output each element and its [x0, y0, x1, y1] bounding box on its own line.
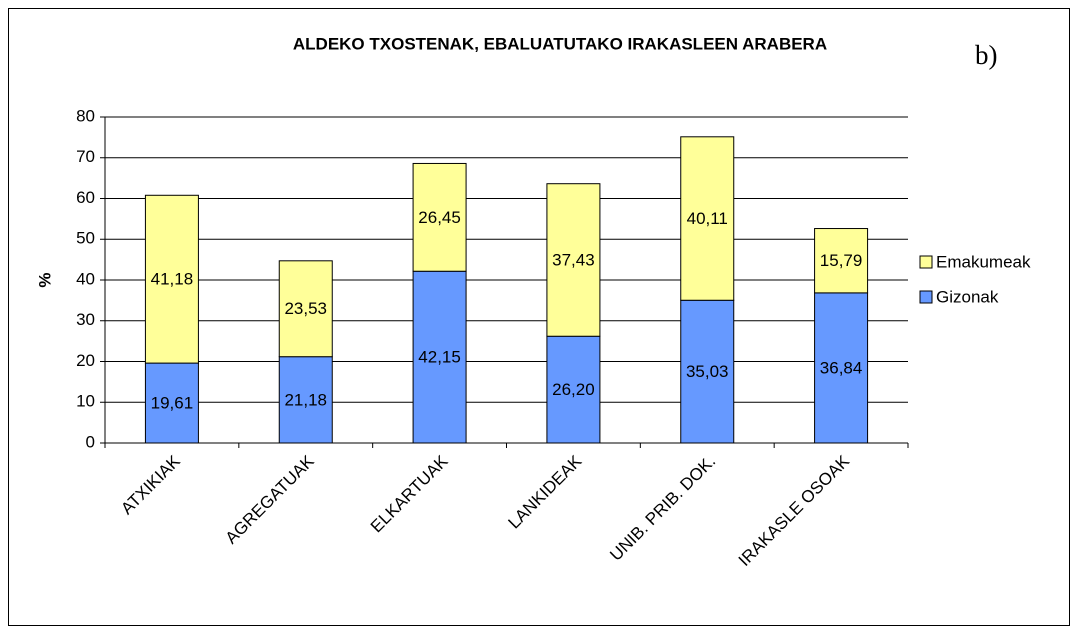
y-tick-label: 40: [76, 269, 95, 288]
bar-segment: [546, 335, 601, 444]
y-tick-label: 10: [76, 392, 95, 411]
bar-segment: [412, 270, 467, 444]
annotation: b): [975, 40, 998, 70]
bar-segment: [814, 292, 869, 444]
data-label: 40,11: [687, 209, 728, 228]
data-label: 35,03: [686, 362, 729, 381]
legend-label: Gizonak: [936, 287, 999, 306]
y-tick-label: 60: [76, 188, 95, 207]
data-label: 36,84: [820, 358, 863, 377]
bar-segment: [814, 228, 869, 294]
bar-segment: [546, 183, 601, 337]
data-label: 26,45: [418, 208, 461, 227]
y-tick-label: 20: [76, 351, 95, 370]
data-label: 41,18: [151, 270, 194, 289]
bar-segment: [680, 136, 735, 301]
data-label: 42,15: [418, 348, 461, 367]
y-tick-label: 50: [76, 229, 95, 248]
legend-label: Emakumeak: [936, 252, 1031, 271]
bar-segment: [278, 260, 333, 358]
bar-segment: [144, 194, 199, 364]
legend-swatch: [919, 290, 933, 304]
legend-swatch: [919, 255, 933, 269]
data-label: 19,61: [151, 394, 194, 413]
y-axis-label: %: [35, 272, 54, 287]
y-tick-label: 0: [86, 432, 95, 451]
y-tick-label: 30: [76, 310, 95, 329]
chart-title: ALDEKO TXOSTENAK, EBALUATUTAKO IRAKASLEE…: [293, 34, 827, 53]
bar-segment: [144, 362, 199, 444]
y-tick-label: 70: [76, 147, 95, 166]
data-label: 26,20: [552, 380, 595, 399]
data-label: 23,53: [284, 299, 327, 318]
data-label: 37,43: [552, 250, 595, 269]
bar-segment: [278, 356, 333, 444]
data-label: 21,18: [284, 390, 327, 409]
y-tick-label: 80: [76, 106, 95, 125]
bar-segment: [412, 162, 467, 272]
data-label: 15,79: [820, 251, 863, 270]
bar-segment: [680, 299, 735, 444]
